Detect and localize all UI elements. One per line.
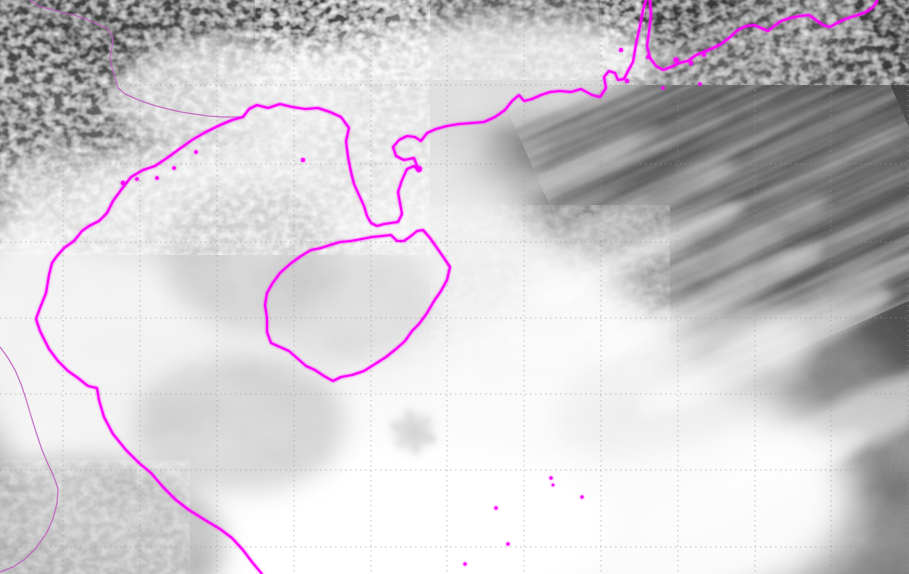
island-marker <box>702 53 706 57</box>
island-marker <box>619 48 623 52</box>
island-marker <box>698 82 702 86</box>
china-vietnam-border-line <box>29 0 244 118</box>
island-markers <box>120 48 706 566</box>
island-marker <box>120 180 126 186</box>
guangdong-pearl-delta-coastline <box>645 0 879 72</box>
island-marker <box>625 79 629 83</box>
hainan-island-coastline <box>263 228 452 383</box>
map-overlays <box>0 0 879 574</box>
island-marker <box>506 542 510 546</box>
island-marker <box>549 476 553 480</box>
island-marker <box>194 150 198 154</box>
island-marker <box>135 177 139 181</box>
vietnam-laos-border-line <box>0 346 59 573</box>
island-marker <box>172 166 176 170</box>
island-marker <box>661 86 665 90</box>
island-marker <box>301 158 305 162</box>
island-marker <box>155 176 159 180</box>
island-marker <box>688 60 694 66</box>
island-marker <box>463 562 467 566</box>
vietnam-guangxi-leizhou-coastline <box>34 0 648 574</box>
island-marker <box>551 483 555 487</box>
island-marker <box>646 55 650 59</box>
island-marker <box>580 495 584 499</box>
island-marker <box>416 166 422 172</box>
island-marker <box>494 506 498 510</box>
island-marker <box>673 57 679 63</box>
